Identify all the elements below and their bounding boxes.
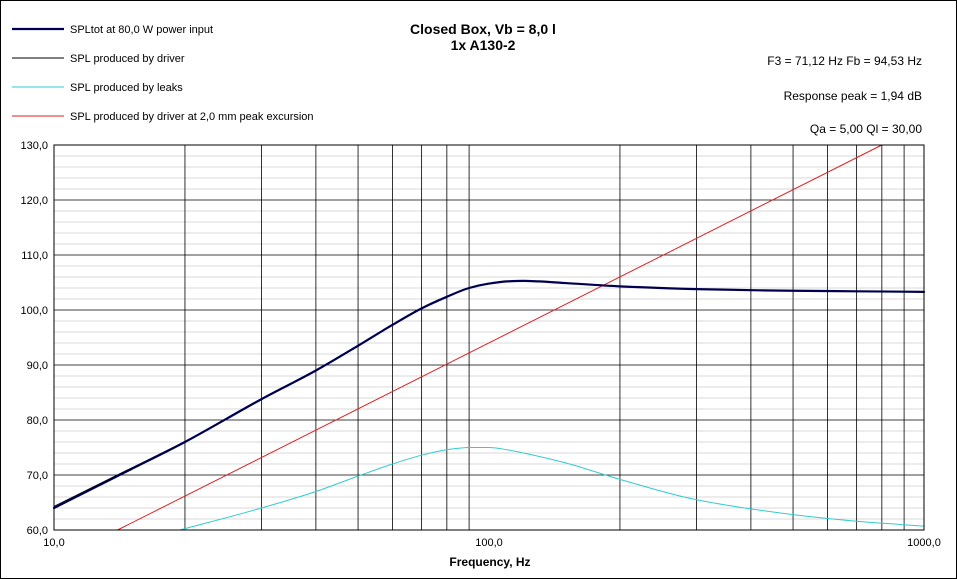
series-driver-line [53,280,925,507]
x-tick-label: 10,0 [43,537,64,549]
series-leaks-line [179,447,925,531]
legend-label-spltot: SPLtot at 80,0 W power input [70,24,213,36]
legend-label-leaks: SPL produced by leaks [70,82,183,94]
y-tick-label: 70,0 [27,470,48,482]
chart-title: Closed Box, Vb = 8,0 l [410,21,556,37]
series-lines [52,144,926,531]
series-spltot-line [52,279,926,510]
y-tick-label: 130,0 [20,140,48,152]
y-tick-label: 80,0 [27,415,48,427]
annotation-f3-fb: F3 = 71,12 Hz Fb = 94,53 Hz [767,54,922,68]
x-tick-label: 100,0 [475,537,503,549]
legend-label-excursion: SPL produced by driver at 2,0 mm peak ex… [70,111,314,123]
annotation-response-peak: Response peak = 1,94 dB [784,89,922,103]
x-axis-label: Frequency, Hz [449,555,530,569]
grid-lines [54,144,924,531]
plot-area-border [53,144,925,531]
y-tick-label: 90,0 [27,360,48,372]
chart-subtitle: 1x A130-2 [451,37,516,53]
annotation-qa-ql: Qa = 5,00 Ql = 30,00 [810,122,922,136]
tick-labels: 60,0 70,0 80,0 90,0 100,0 110,0 120,0 130,0 10,0… [20,140,940,549]
y-tick-label: 120,0 [20,195,48,207]
y-tick-label: 100,0 [20,305,48,317]
series-excursion-line [117,144,883,531]
x-tick-label: 1000,0 [907,537,941,549]
legend: SPLtot at 80,0 W power input SPL produce… [12,24,314,123]
y-tick-label: 110,0 [21,250,48,262]
y-tick-label: 60,0 [27,525,48,537]
legend-label-driver: SPL produced by driver [70,53,185,65]
